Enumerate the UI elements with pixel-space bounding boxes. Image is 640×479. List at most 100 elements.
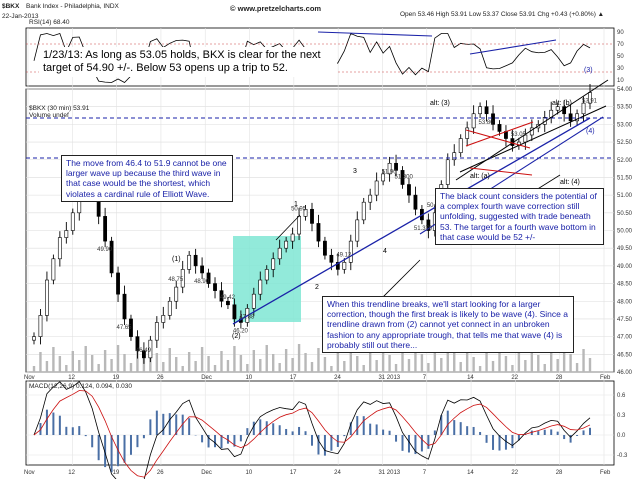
volume-bar <box>226 360 230 372</box>
candle-body <box>213 283 217 291</box>
volume-bar <box>498 347 501 372</box>
candle-body <box>394 162 398 171</box>
volume-bar <box>562 345 566 372</box>
candle-body <box>374 180 379 196</box>
volume-bar <box>155 353 159 372</box>
macd-histogram-bar <box>459 422 462 435</box>
candle-body <box>45 279 49 316</box>
volume-bar <box>52 347 55 372</box>
candle-body <box>458 138 463 153</box>
volume-bar <box>414 345 417 372</box>
y-tick-label: 47.00 <box>617 335 633 341</box>
volume-bar <box>588 358 592 372</box>
volume-bar <box>129 363 133 372</box>
volume-bar <box>575 363 579 372</box>
x-tick-label: 17 <box>290 375 297 381</box>
chart-symbol: $BKX <box>2 3 20 10</box>
volume-bar <box>272 354 275 372</box>
candle-body <box>258 279 263 295</box>
candle-body <box>471 113 476 129</box>
macd-histogram-bar <box>485 435 488 443</box>
volume-bar <box>265 345 268 372</box>
x-tick-label-bottom: 12 <box>68 470 75 476</box>
macd-histogram-bar <box>181 414 184 435</box>
volume-bar <box>582 349 585 372</box>
wave-label-l3: (3) <box>584 67 593 74</box>
y-tick-label: 47.50 <box>617 317 633 323</box>
price-data-label: 53.80 <box>479 120 495 126</box>
price-data-label: 47.88 <box>239 314 255 320</box>
x-tick-label-bottom: 24 <box>334 470 341 476</box>
arrow-wave-rule <box>275 214 301 241</box>
site-credit: © www.pretzelcharts.com <box>230 4 322 13</box>
candle-body <box>167 300 172 316</box>
main-annotation: 1/23/13: As long as 53.05 holds, BKX is … <box>39 47 337 77</box>
macd-histogram-bar <box>388 430 391 435</box>
macd-histogram-bar <box>97 435 100 461</box>
wave-label-altb: alt: (b) <box>552 100 572 107</box>
macd-histogram-bar <box>375 424 378 435</box>
macd-histogram-bar <box>84 435 87 437</box>
rsi-tick-label: 30 <box>617 66 624 72</box>
macd-histogram-bar <box>52 412 55 435</box>
volume-bar <box>485 352 488 372</box>
x-tick-label: Nov <box>24 375 35 381</box>
candle-body <box>122 293 127 320</box>
macd-histogram-bar <box>336 435 339 447</box>
volume-bar <box>84 346 87 372</box>
x-tick-label-bottom: Feb <box>600 470 611 476</box>
candle-body <box>148 339 153 359</box>
macd-histogram-bar <box>136 435 139 448</box>
macd-histogram-bar <box>149 419 152 435</box>
x-tick-label: 22 <box>511 375 518 381</box>
price-data-label: 53.91 <box>582 99 598 105</box>
y-tick-label: 53.50 <box>617 105 633 111</box>
x-tick-label-bottom: 19 <box>113 470 120 476</box>
wave-label-alta: alt: (a) <box>470 173 490 180</box>
rsi-divergence-line-2 <box>469 39 557 55</box>
y-tick-label: 52.00 <box>617 158 633 164</box>
red-line-1 <box>465 129 531 149</box>
macd-histogram-bar <box>323 435 326 456</box>
volume-bar <box>168 348 171 372</box>
volume-bar <box>297 344 301 372</box>
y-tick-label: 50.00 <box>617 229 633 235</box>
volume-bar <box>317 348 320 372</box>
candle-body <box>497 124 502 132</box>
macd-tick-label: 0.3 <box>617 413 626 419</box>
volume-bar <box>233 346 236 372</box>
candle-body <box>109 240 114 274</box>
volume-bar <box>90 355 94 372</box>
macd-histogram-bar <box>492 435 495 450</box>
volume-bar <box>446 344 449 372</box>
volume-bar <box>259 359 262 372</box>
macd-histogram-bar <box>291 431 294 435</box>
price-data-label: 50.10 <box>427 203 443 209</box>
y-tick-label: 48.50 <box>617 282 633 288</box>
volume-bar <box>78 360 81 372</box>
volume-bar <box>530 346 534 372</box>
macd-tick-label: 0.0 <box>617 433 626 439</box>
volume-bar <box>239 355 243 372</box>
candle-body <box>232 304 237 320</box>
wave-label-a1: 1 <box>294 201 298 208</box>
volume-bar <box>343 361 346 372</box>
candle-body <box>187 254 192 270</box>
x-tick-label: 19 <box>113 375 120 381</box>
x-tick-label: 14 <box>467 375 474 381</box>
volume-bar <box>368 351 372 372</box>
candle-body <box>323 240 327 256</box>
y-tick-label: 50.50 <box>617 211 633 217</box>
x-tick-label-bottom: 17 <box>290 470 297 476</box>
macd-histogram-bar <box>576 435 579 436</box>
macd-histogram-bar <box>304 431 307 435</box>
rsi-tick-label: 50 <box>617 54 624 60</box>
price-data-label: 49.42 <box>220 295 236 301</box>
rsi-tick-label: 10 <box>617 78 624 84</box>
macd-histogram-bar <box>349 422 352 435</box>
macd-histogram-bar <box>298 426 301 435</box>
trendlines <box>26 31 614 325</box>
candle-body <box>465 127 470 139</box>
volume-bar <box>213 365 217 372</box>
